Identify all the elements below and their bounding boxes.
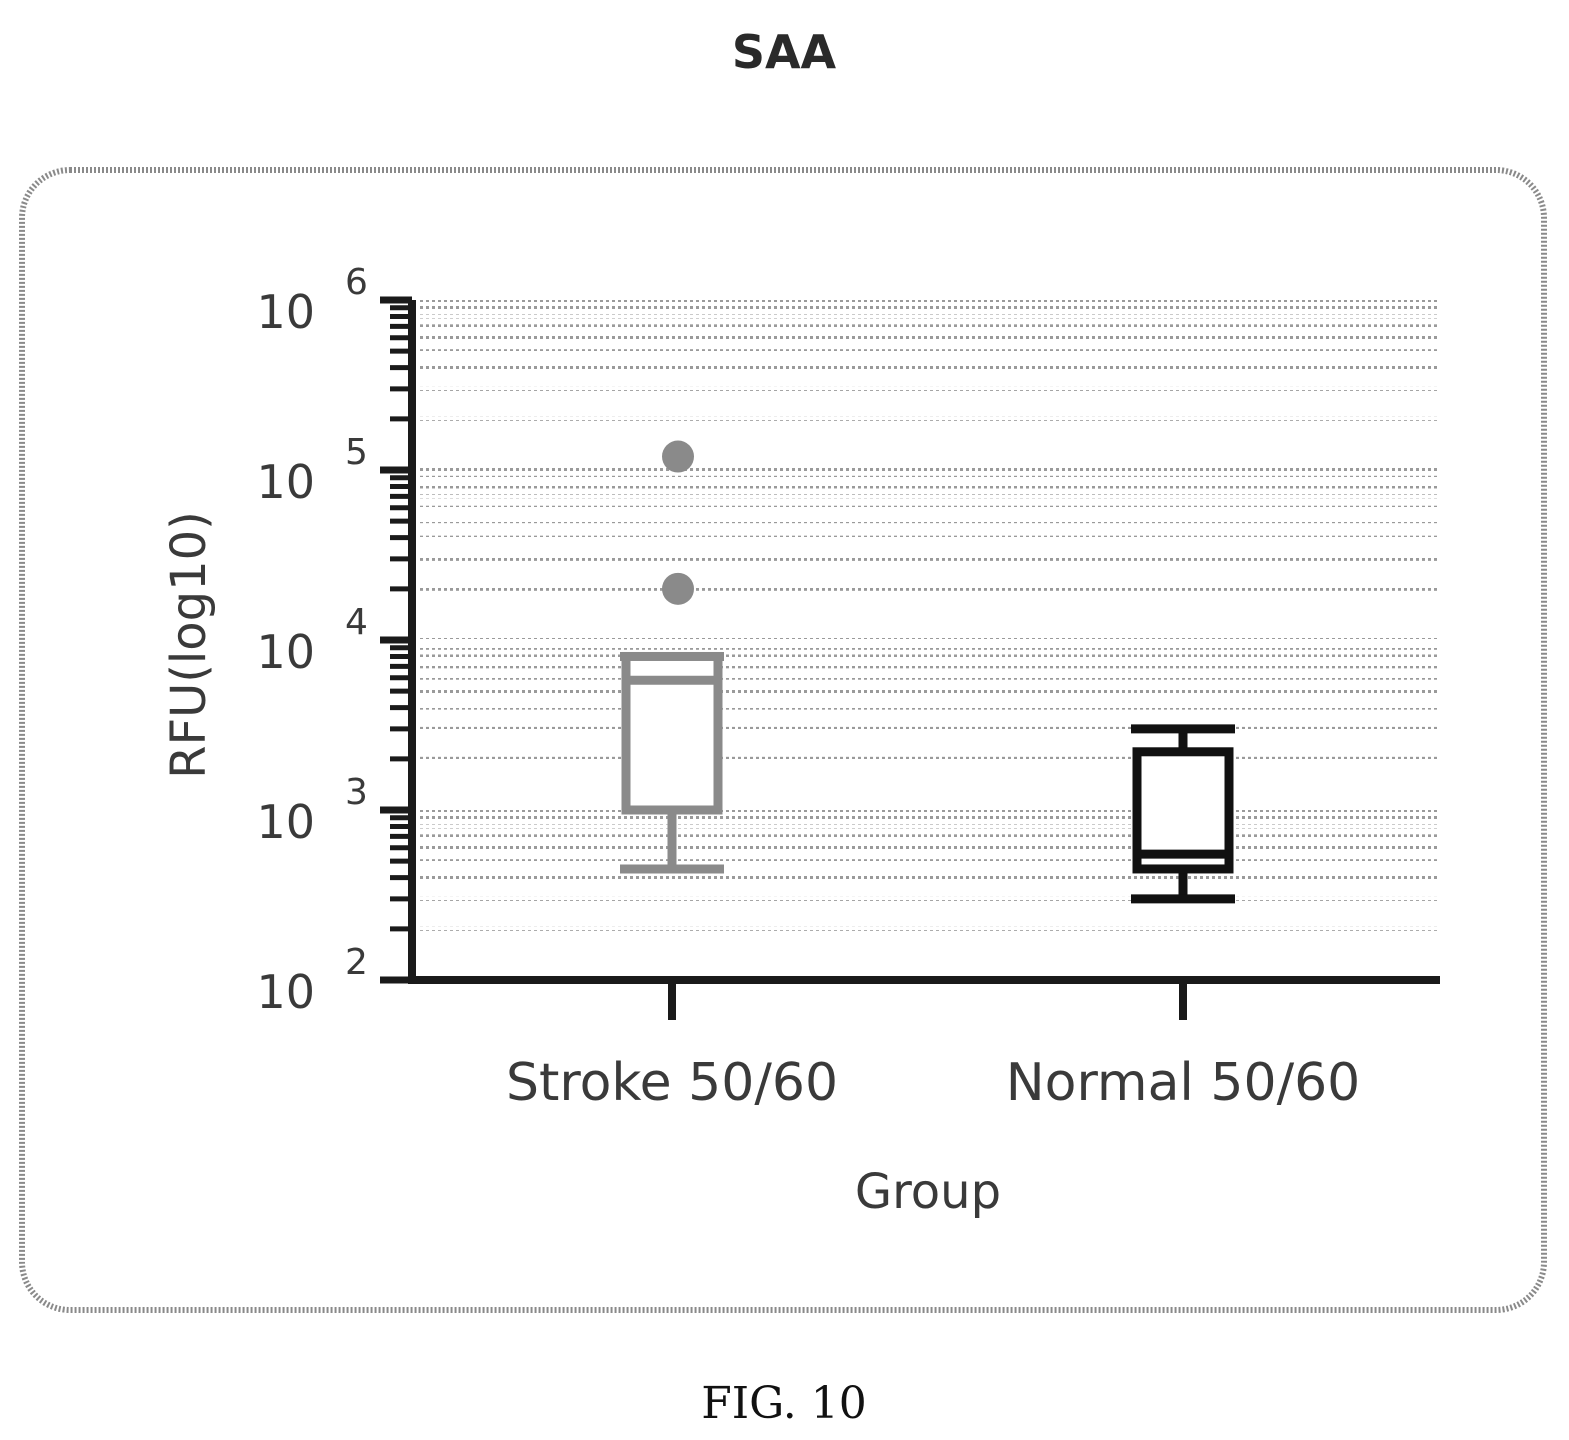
gridline: [420, 675, 1440, 680]
gridline: [420, 468, 1440, 472]
gridline: [420, 726, 1440, 731]
y-tick-label: 10: [256, 795, 315, 849]
gridline: [420, 756, 1440, 761]
box-plot: [620, 440, 724, 874]
gridline: [420, 556, 1440, 561]
gridline: [420, 926, 1440, 931]
boxes: [620, 440, 1235, 904]
gridline: [420, 689, 1440, 694]
gridline: [420, 314, 1440, 319]
gridline: [420, 808, 1440, 812]
gridline: [420, 505, 1440, 510]
gridline: [420, 845, 1440, 850]
outlier-point: [662, 440, 694, 473]
x-axis-label: Group: [855, 1164, 1001, 1220]
y-tick-label: 10: [256, 965, 315, 1019]
y-tick-exponent: 4: [345, 602, 368, 643]
gridline: [420, 654, 1440, 659]
gridline: [420, 834, 1440, 839]
gridline: [420, 664, 1440, 669]
gridline: [420, 349, 1440, 354]
gridline: [420, 335, 1440, 340]
gridline: [420, 324, 1440, 329]
chart-frame: [19, 167, 1547, 1313]
gridline: [420, 416, 1440, 421]
y-axis-label: RFU(log10): [161, 511, 217, 779]
y-tick-label: 10: [256, 455, 315, 509]
gridline: [420, 705, 1440, 710]
gridline: [420, 519, 1440, 524]
gridline: [420, 645, 1440, 650]
y-tick-exponent: 5: [345, 432, 368, 473]
gridline: [420, 475, 1440, 480]
gridline: [420, 896, 1440, 901]
gridline: [420, 535, 1440, 540]
y-tick-exponent: 2: [345, 942, 368, 983]
box-iqr: [1132, 747, 1234, 874]
gridline: [420, 824, 1440, 829]
gridline: [420, 875, 1440, 880]
y-tick-exponent: 6: [345, 262, 368, 303]
gridline: [420, 298, 1440, 302]
box-plot: [1131, 724, 1235, 904]
y-tick-label: 10: [256, 285, 315, 339]
gridline: [420, 305, 1440, 310]
gridline: [420, 365, 1440, 370]
y-ticks: 10 2 10 3 10 4 10 5 10 6: [256, 262, 412, 1019]
x-categories: Stroke 50/60 Normal 50/60: [506, 980, 1360, 1113]
gridline: [420, 386, 1440, 391]
gridline: [420, 859, 1440, 864]
gridline: [420, 494, 1440, 499]
grid: [420, 298, 1440, 931]
y-tick-label: 10: [256, 625, 315, 679]
gridline: [420, 815, 1440, 820]
x-category-label: Stroke 50/60: [506, 1053, 838, 1113]
y-tick-exponent: 3: [345, 772, 368, 813]
x-category-label: Normal 50/60: [1006, 1053, 1361, 1113]
gridline: [420, 586, 1440, 591]
gridline: [420, 484, 1440, 489]
figure-caption: FIG. 10: [701, 1378, 866, 1429]
gridline: [420, 638, 1440, 642]
outlier-point: [662, 572, 694, 605]
chart-title: SAA: [732, 25, 837, 79]
